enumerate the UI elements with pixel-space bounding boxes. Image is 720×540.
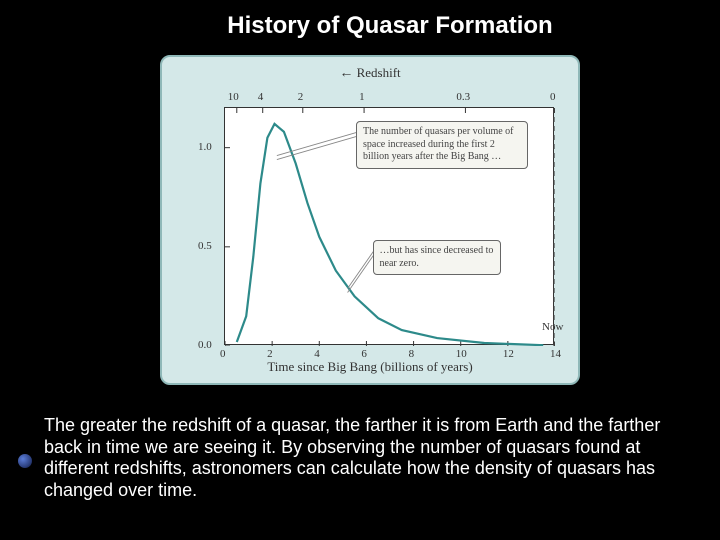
tick-label: 0 bbox=[220, 348, 226, 360]
callout-1: …but has since decreased to near zero. bbox=[373, 240, 501, 275]
tick-label: 1 bbox=[359, 91, 365, 103]
page-title: History of Quasar Formation bbox=[0, 0, 720, 40]
tick-label: 0.3 bbox=[456, 91, 470, 103]
tick-label: 0 bbox=[550, 91, 556, 103]
caption-text: The greater the redshift of a quasar, th… bbox=[44, 415, 676, 501]
tick-label: 0.5 bbox=[198, 240, 212, 252]
top-axis-label: ← Redshift bbox=[162, 65, 578, 82]
callout-0: The number of quasars per volume of spac… bbox=[356, 121, 528, 169]
tick-label: 8 bbox=[409, 348, 415, 360]
quasar-chart: ← Redshift Relative number of quasars pe… bbox=[160, 55, 580, 385]
tick-label: 10 bbox=[456, 348, 467, 360]
tick-label: 4 bbox=[314, 348, 320, 360]
bullet-icon bbox=[18, 454, 32, 468]
now-label: Now bbox=[542, 321, 563, 333]
tick-label: 10 bbox=[228, 91, 239, 103]
arrow-left-icon: ← bbox=[339, 66, 353, 81]
tick-label: 2 bbox=[267, 348, 273, 360]
bottom-axis-label: Time since Big Bang (billions of years) bbox=[162, 359, 578, 375]
tick-label: 12 bbox=[503, 348, 514, 360]
tick-label: 14 bbox=[550, 348, 561, 360]
tick-label: 2 bbox=[298, 91, 304, 103]
tick-label: 4 bbox=[258, 91, 264, 103]
tick-label: 6 bbox=[361, 348, 367, 360]
tick-label: 0.0 bbox=[198, 339, 212, 351]
tick-label: 1.0 bbox=[198, 141, 212, 153]
top-axis-text: Redshift bbox=[357, 65, 401, 80]
